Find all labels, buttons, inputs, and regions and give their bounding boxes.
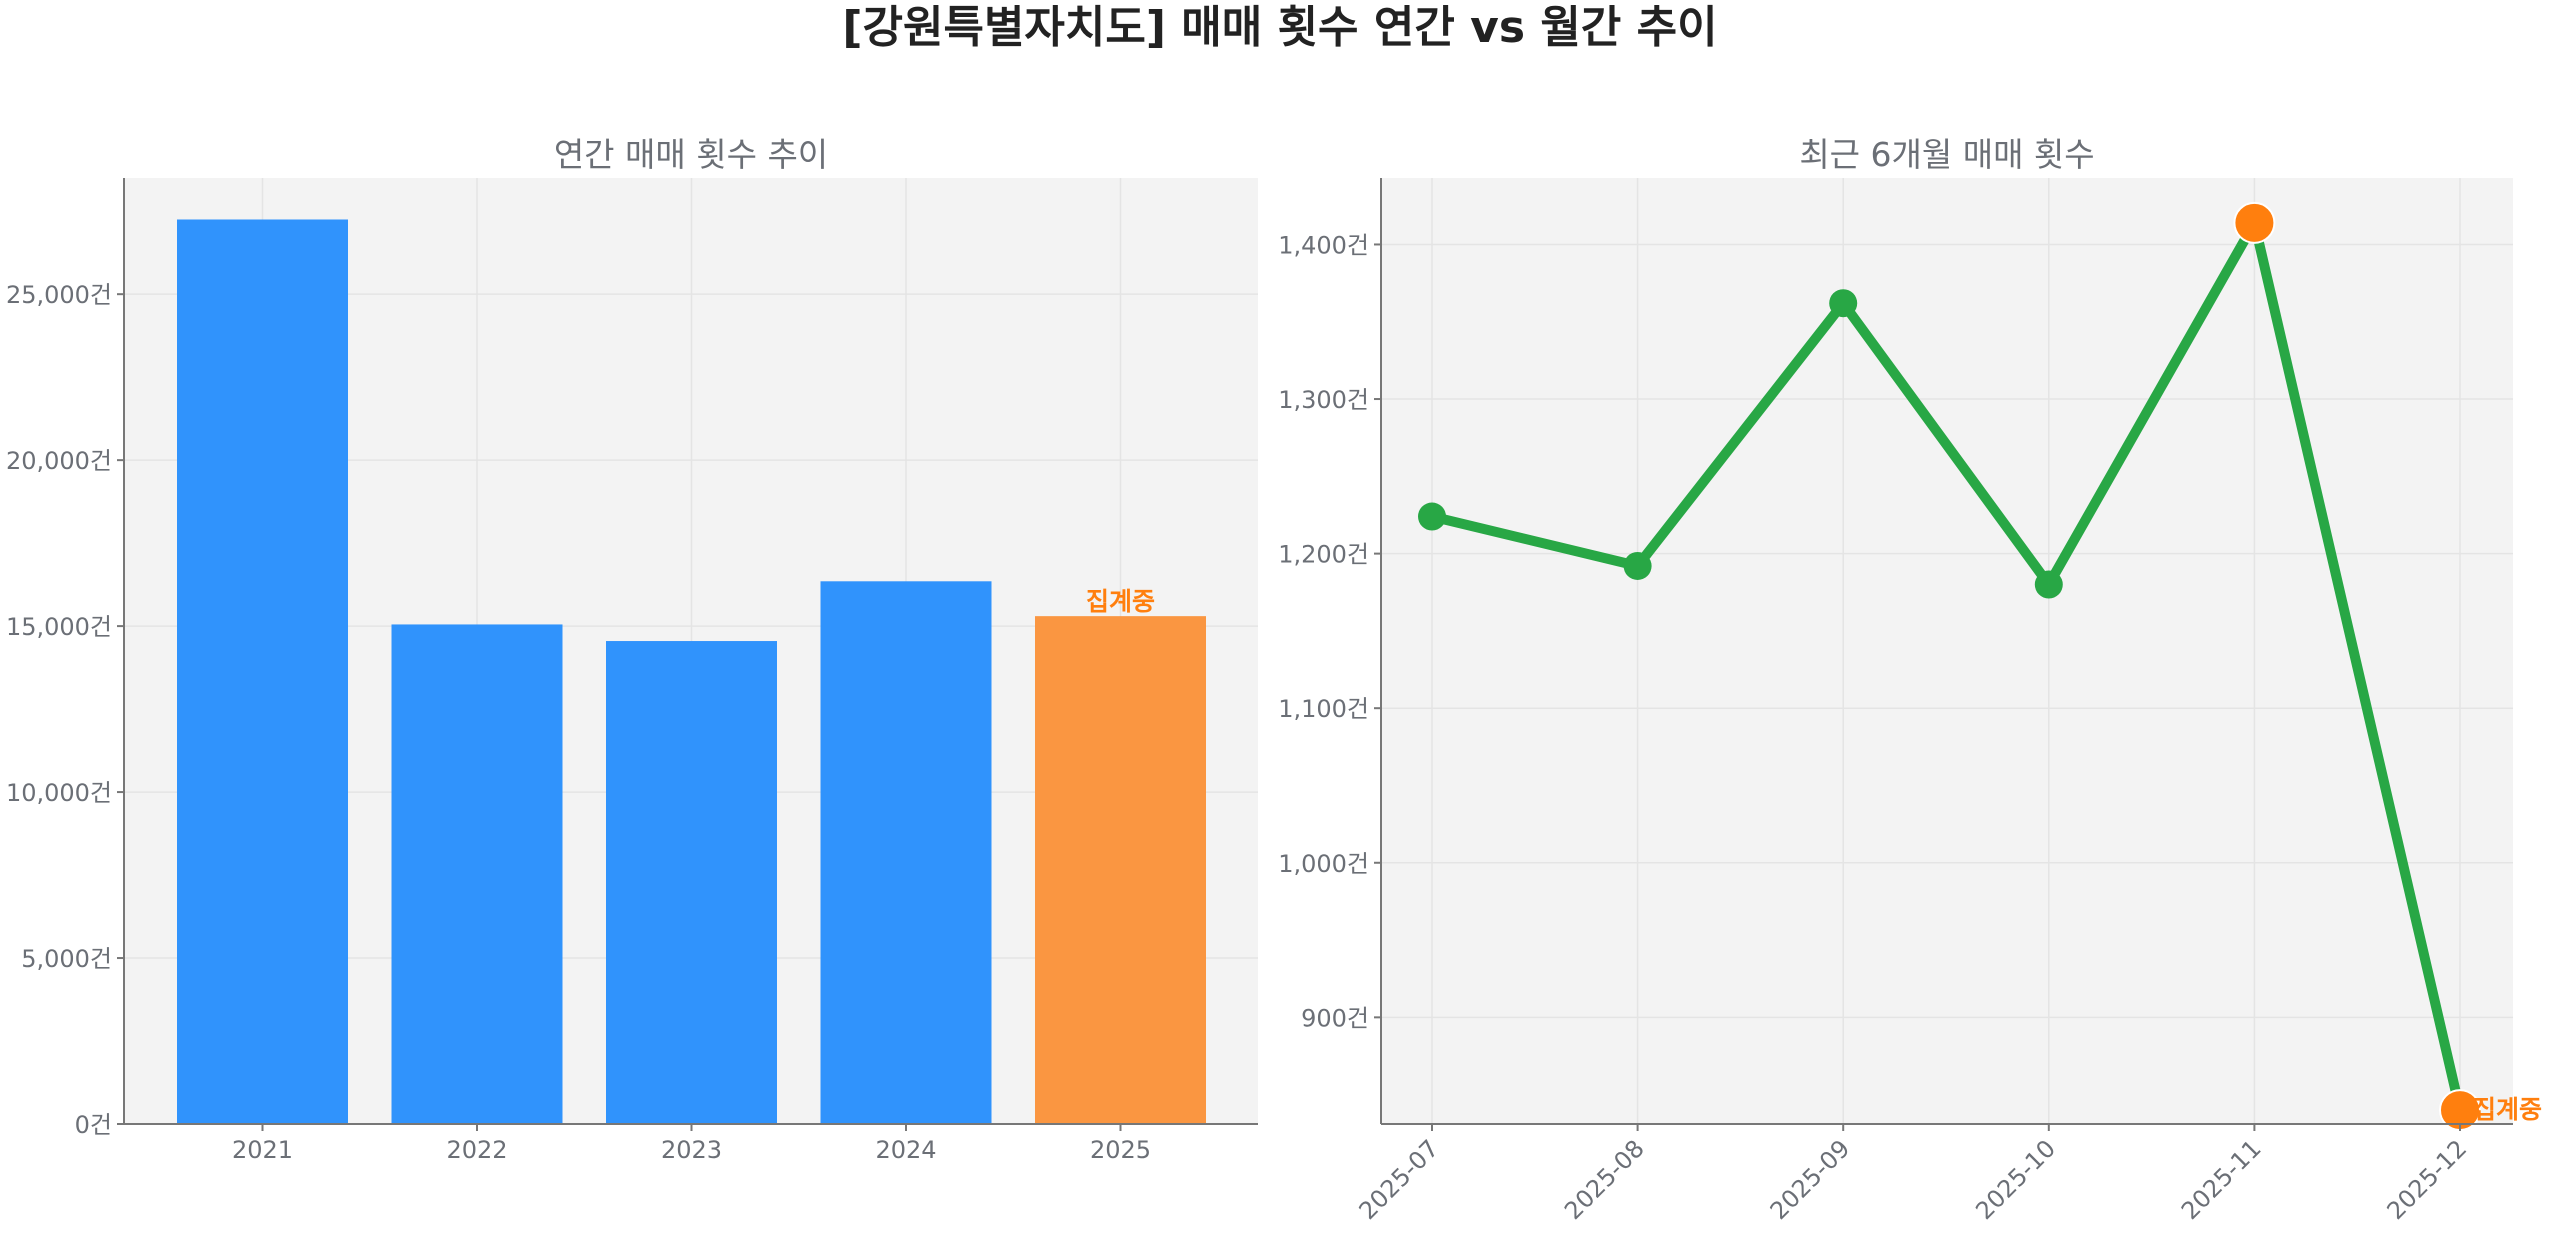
in-progress-label: 집계중 [2473,1095,2542,1124]
y-tick-label: 1,400건 [1278,231,1369,259]
x-tick-label: 2025 [1090,1136,1151,1164]
x-tick-label: 2025-12 [2382,1134,2473,1225]
y-tick-label: 1,300건 [1278,386,1369,414]
x-tick-label: 2025-09 [1765,1134,1856,1225]
line-monthly: 집계중 [1418,201,2542,1132]
x-axis-monthly: 2025-07 2025-08 2025-09 2025-10 2025-11 2025-… [1354,1124,2473,1225]
y-tick-label: 25,000건 [6,281,112,309]
bar-2021 [177,219,348,1125]
x-axis-annual: 2021 2022 2023 2024 2025 [232,1124,1151,1164]
y-tick-label: 20,000건 [6,447,112,475]
y-tick-label: 10,000건 [6,779,112,807]
y-tick-label: 900건 [1301,1004,1369,1032]
bars-annual: 집계중 [177,219,1206,1125]
data-point-2025-09 [1829,289,1858,318]
y-tick-label: 1,100건 [1278,695,1369,723]
x-tick-label: 2023 [661,1136,722,1164]
x-tick-label: 2025-08 [1559,1134,1650,1225]
bar-2023 [606,641,777,1124]
x-tick-label: 2022 [446,1136,507,1164]
y-tick-label: 5,000건 [21,945,112,973]
figure-title: [강원특별자치도] 매매 횟수 연간 vs 월간 추이 [842,2,1717,53]
x-tick-label: 2025-10 [1970,1134,2061,1225]
x-tick-label: 2024 [875,1136,936,1164]
y-tick-label: 0건 [75,1111,112,1139]
grid-monthly [1381,178,2513,1124]
data-point-2025-08 [1623,551,1652,580]
y-tick-label: 15,000건 [6,613,112,641]
monthly-line-chart: 집계중 900건 1,000건 1,100건 1,200건 1,300건 1,400건 2… [1278,135,2542,1225]
data-point-2025-11 [2233,201,2276,244]
annual-chart-title: 연간 매매 횟수 추이 [554,135,828,174]
y-axis-annual: 0건 5,000건 10,000건 15,000건 20,000건 25,000건 [6,281,124,1139]
annual-bar-chart: 집계중 0건 5,000건 10,000건 15,000건 20,000건 25,000건… [6,135,1258,1164]
in-progress-label: 집계중 [1086,587,1155,616]
data-point-2025-10 [2034,570,2063,599]
y-axis-monthly: 900건 1,000건 1,100건 1,200건 1,300건 1,400건 [1278,231,1381,1032]
monthly-chart-title: 최근 6개월 매매 횟수 [1799,135,2094,174]
series-line [1427,217,2465,1116]
y-tick-label: 1,200건 [1278,541,1369,569]
data-point-2025-07 [1418,502,1446,531]
x-tick-label: 2025-07 [1354,1134,1445,1225]
y-tick-label: 1,000건 [1278,850,1369,878]
bar-2022 [391,624,563,1124]
x-tick-label: 2021 [232,1136,293,1164]
bar-2025 [1035,616,1206,1124]
plot-area-monthly [1381,178,2513,1124]
bar-2024 [820,581,992,1124]
x-tick-label: 2025-11 [2176,1134,2267,1225]
